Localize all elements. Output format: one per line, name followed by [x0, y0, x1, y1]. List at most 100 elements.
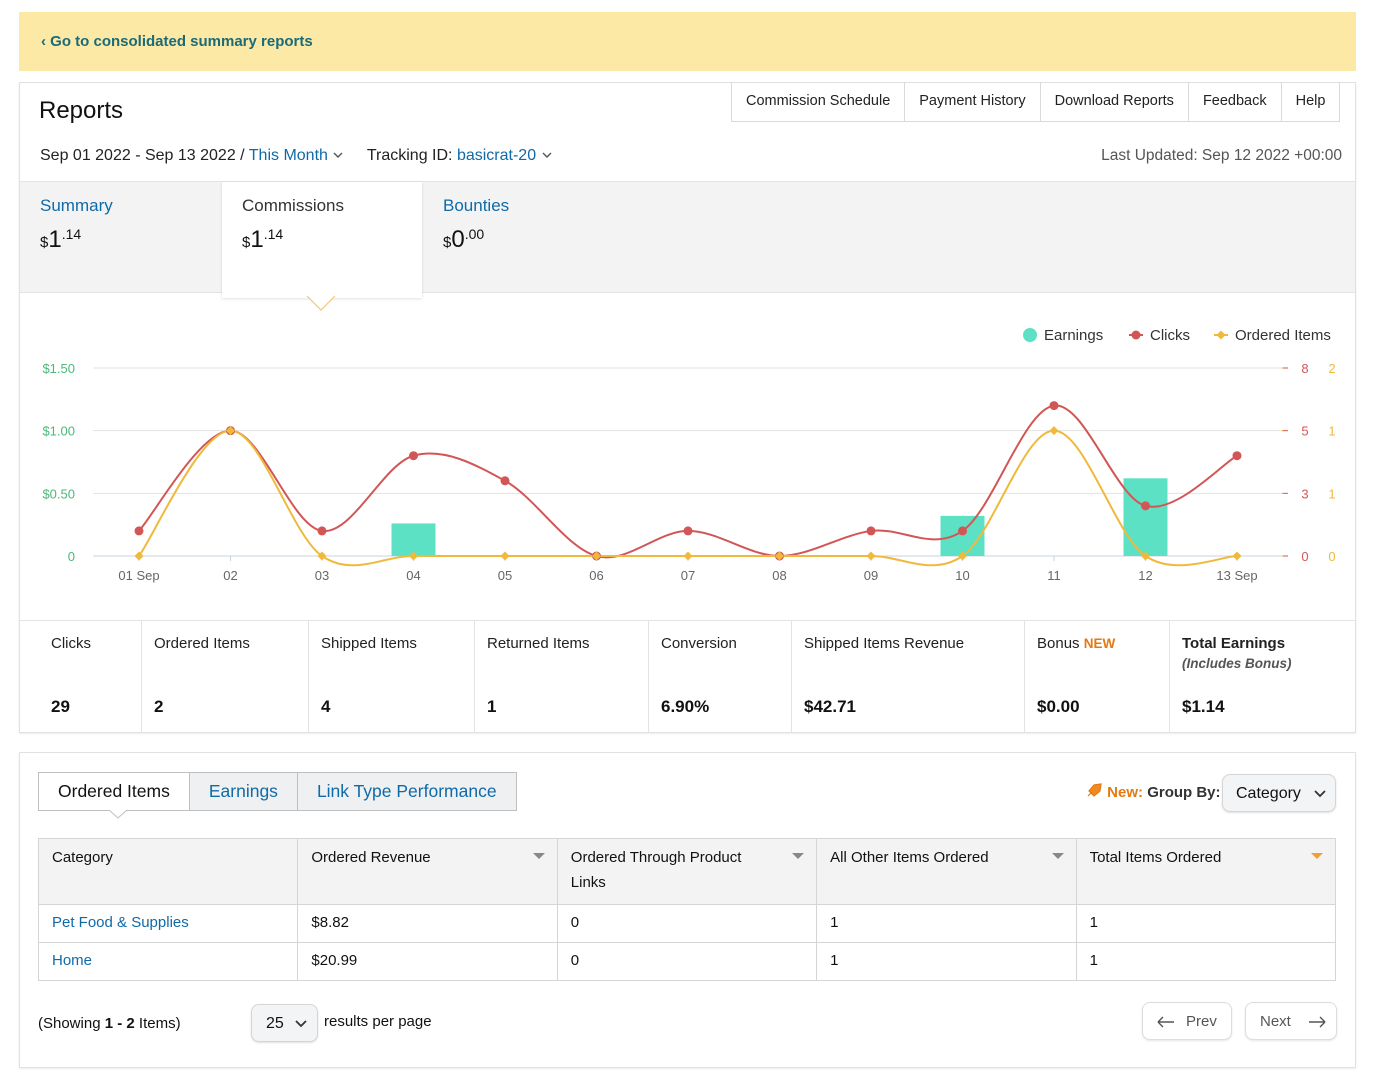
category-link[interactable]: Home	[37, 942, 299, 981]
consolidated-link[interactable]: ‹ Go to consolidated summary reports	[41, 33, 313, 50]
cell: 0	[556, 942, 818, 981]
report-tabs: Ordered Items Earnings Link Type Perform…	[38, 772, 517, 811]
column-header[interactable]: Category	[37, 838, 299, 905]
per-page-label: results per page	[324, 1013, 432, 1030]
per-page-select[interactable]: 25	[251, 1004, 318, 1042]
legend-marker	[1131, 330, 1141, 340]
point	[866, 526, 876, 536]
new-label: New:	[1107, 784, 1144, 801]
x-tick-label: 09	[864, 568, 878, 583]
nav-link[interactable]: Help	[1280, 82, 1340, 121]
point	[409, 451, 418, 461]
sort-arrow	[532, 853, 545, 859]
stat-value: $1.14	[1182, 697, 1225, 716]
sort-arrow	[792, 853, 805, 859]
stat: Returned Items 1	[474, 621, 648, 733]
column-header[interactable]: Ordered Revenue	[297, 838, 558, 905]
group-select[interactable]: Category	[1222, 774, 1336, 812]
stat: Clicks 29	[20, 621, 141, 733]
x-tick-label: 13 Sep	[1216, 568, 1257, 583]
y-tick-label: $1.50	[42, 361, 75, 376]
report-tab[interactable]: Link Type Performance	[296, 773, 516, 810]
currency: $	[40, 234, 49, 251]
cell: 1	[1075, 942, 1337, 981]
stat: Shipped Items 4	[308, 621, 474, 733]
point	[1141, 501, 1150, 511]
prev-button[interactable]: Prev	[1142, 1002, 1232, 1040]
commissions-tab[interactable]: Commissions $1.14	[222, 182, 422, 298]
report-tab[interactable]: Earnings	[188, 773, 297, 810]
y2-tick-label: 0	[1301, 549, 1308, 564]
header-text: Category	[52, 849, 113, 866]
showing-prefix: (Showing	[38, 1015, 101, 1032]
category-link[interactable]: Pet Food & Supplies	[37, 904, 299, 943]
last-updated: Last Updated: Sep 12 2022 +00:00	[1101, 147, 1342, 164]
cell: 1	[816, 904, 1077, 943]
x-tick-label: 07	[681, 568, 695, 583]
x-tick-label: 06	[589, 568, 603, 583]
x-tick-label: 01 Sep	[118, 568, 159, 583]
header-text: Total Items Ordered	[1089, 849, 1222, 866]
x-tick-label: 11	[1047, 568, 1061, 583]
nav-link[interactable]: Download Reports	[1039, 82, 1188, 121]
y2-tick-label: 3	[1301, 486, 1308, 501]
bounties-tab[interactable]: Bounties $0.00	[423, 182, 623, 298]
new-badge: NEW	[1083, 636, 1116, 651]
point	[866, 551, 876, 561]
legend-label: Clicks	[1150, 327, 1190, 344]
next-button[interactable]: Next	[1245, 1002, 1337, 1040]
showing: (Showing 1 - 2 Items)	[38, 1015, 181, 1032]
nav-link[interactable]: Payment History	[904, 82, 1039, 121]
stat-value: 1	[487, 697, 497, 716]
point	[1141, 551, 1150, 561]
amount-whole: 1	[48, 226, 62, 253]
report-tab[interactable]: Ordered Items	[39, 773, 189, 810]
stat-value: 6.90%	[661, 697, 710, 716]
y2-tick-label: 8	[1301, 361, 1308, 376]
stat: Total Earnings (Includes Bonus) $1.14	[1169, 621, 1355, 733]
summary-tab[interactable]: Summary $1.14	[20, 182, 220, 298]
point	[500, 476, 510, 486]
button-label: Next	[1260, 1013, 1291, 1030]
nav-link[interactable]: Commission Schedule	[746, 93, 891, 109]
column-header[interactable]: All Other Items Ordered	[816, 838, 1077, 905]
tab-pointer	[306, 295, 336, 311]
point	[226, 426, 235, 436]
nav-link[interactable]: Feedback	[1187, 82, 1281, 121]
y3-tick-label: 1	[1328, 424, 1335, 439]
stat-value: 4	[321, 697, 331, 716]
rocket-icon	[1087, 783, 1102, 797]
y-tick-label: $0.50	[42, 486, 75, 501]
stat-label: Ordered Items	[154, 635, 250, 652]
banner: ‹ Go to consolidated summary reports	[19, 12, 1356, 71]
cell: $20.99	[297, 942, 558, 981]
stat-value: $0.00	[1037, 697, 1080, 716]
y3-tick-label: 0	[1328, 549, 1335, 564]
stat-note: (Includes Bonus)	[1182, 656, 1292, 671]
tab-label: Bounties	[443, 196, 510, 215]
point	[134, 526, 144, 536]
stat-label: Bonus NEW	[1037, 635, 1157, 652]
chevron	[1314, 790, 1326, 798]
point	[134, 551, 144, 561]
column-header[interactable]: Total Items Ordered	[1075, 838, 1337, 905]
point	[1049, 401, 1059, 411]
period-select[interactable]: This Month	[248, 147, 328, 164]
point	[1232, 551, 1242, 561]
column-header[interactable]: Ordered Through Product Links	[556, 838, 818, 905]
legend-label: Earnings	[1044, 327, 1103, 344]
label-text: Bonus	[1037, 635, 1080, 652]
stat-label: Returned Items	[487, 635, 590, 652]
tracking-select[interactable]: basicrat-20	[456, 147, 537, 164]
legend-label: Ordered Items	[1235, 327, 1331, 344]
x-tick-label: 10	[955, 568, 969, 583]
y2-tick-label: 5	[1301, 424, 1308, 439]
tab-label: Commissions	[242, 196, 345, 215]
legend-swatch	[1023, 328, 1037, 342]
summary-tabs: Summary $1.14 Commissions $1.14 Bounties…	[20, 181, 1355, 298]
point	[683, 526, 693, 536]
point	[958, 526, 967, 536]
chevron	[333, 152, 343, 158]
